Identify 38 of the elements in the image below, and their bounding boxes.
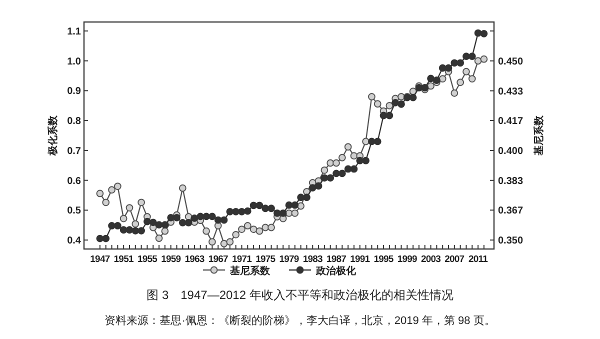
x-tick-label: 2011: [468, 254, 489, 265]
y2-tick-label: 0.367: [498, 206, 524, 217]
x-tick-label: 2007: [444, 254, 464, 265]
x-tick-label: 1967: [208, 254, 228, 265]
x-tick-label: 1975: [256, 254, 276, 265]
y2-tick-label: 0.417: [498, 116, 524, 128]
y-tick-label: 1.0: [67, 56, 82, 68]
y-tick-label: 0.8: [67, 116, 82, 128]
y-axis-title: 极化系数: [47, 114, 59, 156]
x-tick-label: 1955: [137, 254, 158, 265]
y2-tick-label: 0.400: [498, 146, 524, 157]
y2-tick-label: 0.433: [498, 86, 524, 98]
y-tick-label: 0.6: [67, 176, 82, 187]
y-tick-label: 0.7: [67, 146, 82, 157]
x-tick-label: 1995: [374, 254, 394, 265]
y-tick-label: 0.9: [67, 86, 82, 98]
x-tick-label: 1987: [326, 254, 346, 265]
y-tick-label: 0.4: [67, 236, 82, 247]
x-tick-label: 2003: [421, 254, 441, 265]
y2-tick-label: 0.450: [498, 56, 524, 68]
y-tick-label: 1.1: [67, 26, 82, 38]
x-tick-label: 1971: [232, 254, 253, 265]
x-tick-label: 1959: [161, 254, 181, 265]
y2-tick-label: 0.350: [498, 236, 524, 247]
x-tick-label: 1963: [184, 254, 204, 265]
x-tick-label: 1951: [114, 254, 134, 265]
legend-label: 政治极化: [315, 265, 357, 277]
x-tick-label: 1983: [302, 254, 323, 265]
y2-axis-title: 基尼系数: [533, 114, 545, 156]
x-tick-label: 1979: [279, 254, 299, 265]
x-tick-label: 1947: [90, 254, 110, 265]
y2-tick-label: 0.383: [498, 176, 524, 187]
x-tick-label: 1991: [350, 254, 371, 265]
y-tick-label: 0.5: [67, 206, 82, 217]
x-tick-label: 1999: [397, 254, 418, 265]
text: 资料来源：基思·佩恩：《断裂的阶梯》，李大白译，北京，2019 年，第 98 页。: [104, 314, 496, 327]
legend-label: 基尼系数: [229, 265, 271, 277]
text: 图 3 1947—2012 年收入不平等和政治极化的相关性情况: [146, 288, 454, 302]
